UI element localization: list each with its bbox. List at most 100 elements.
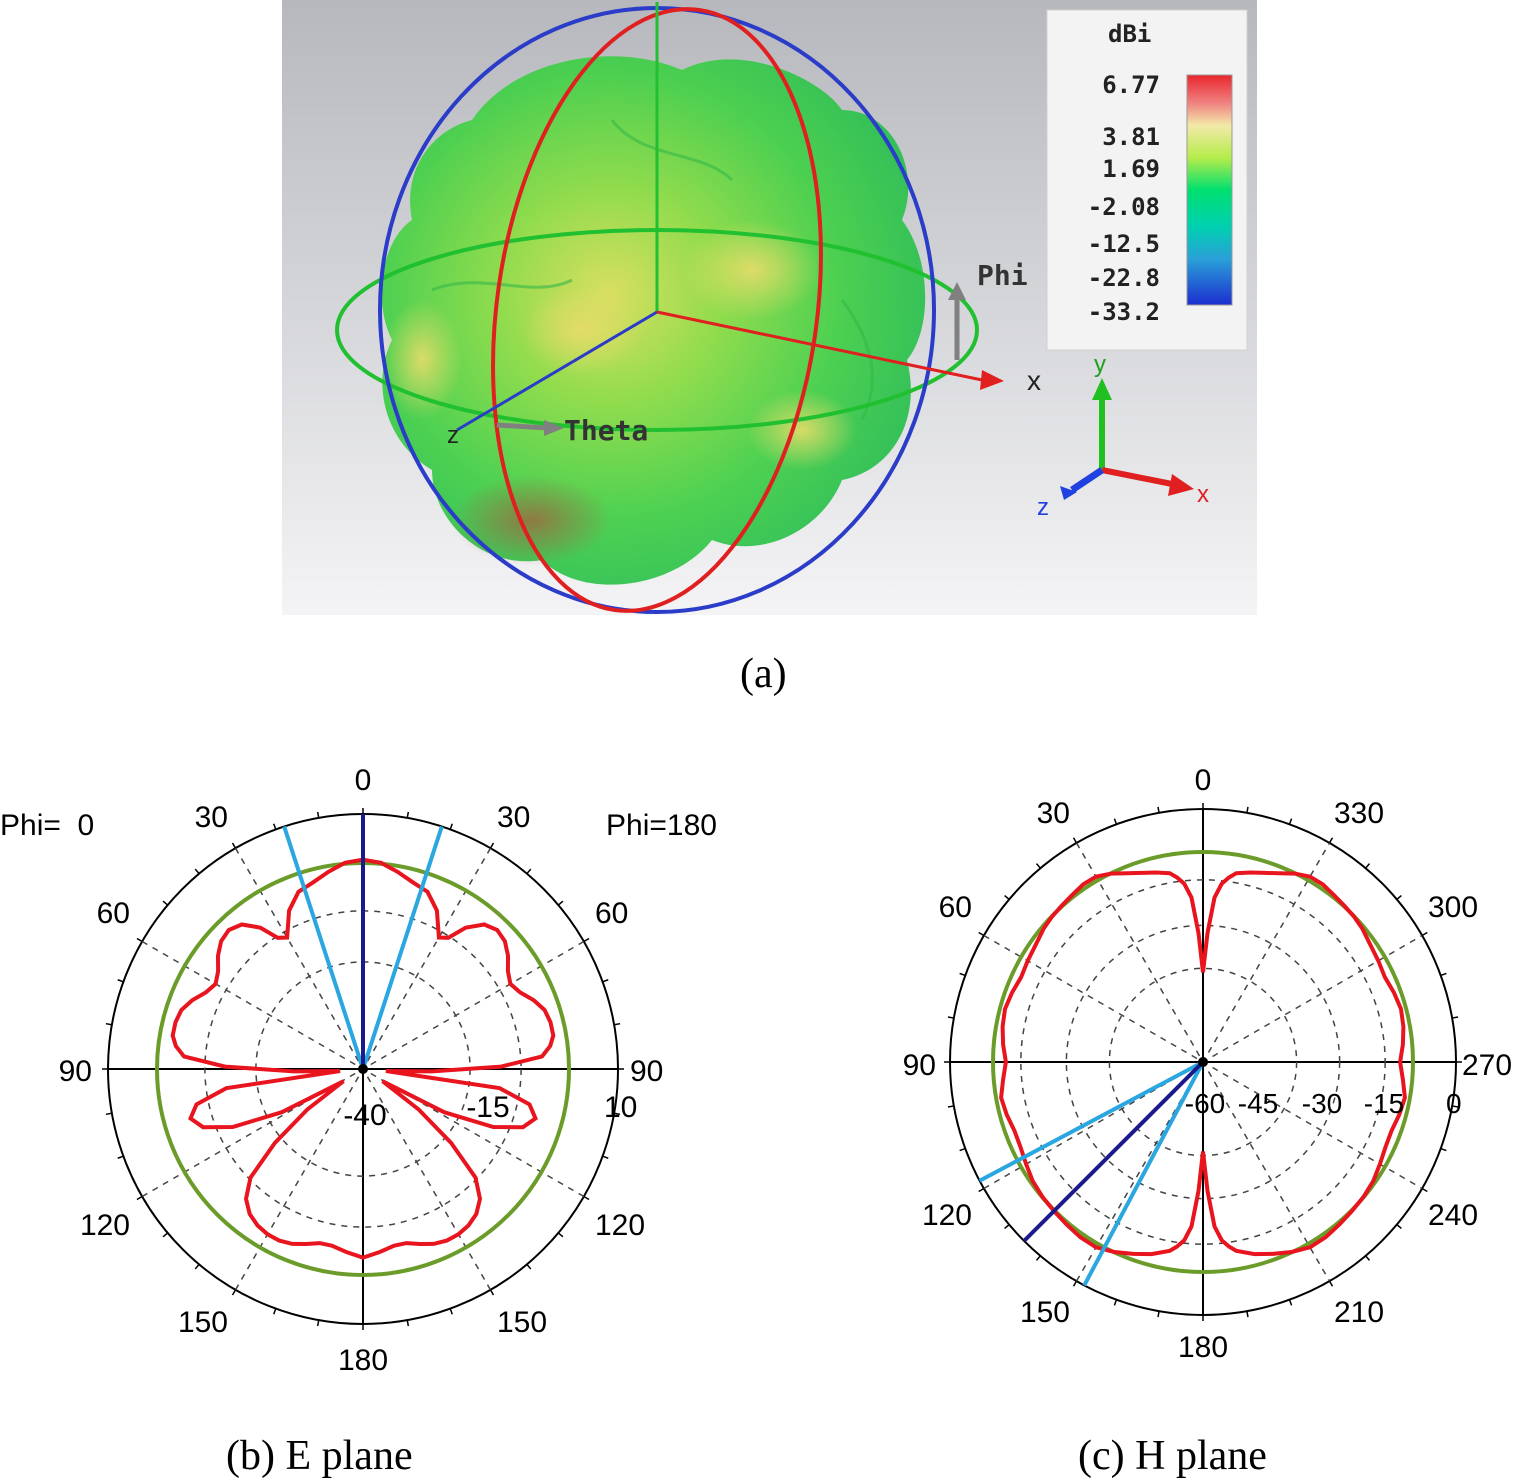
tick xyxy=(1113,1299,1118,1306)
c-radial-3: -30 xyxy=(1302,1088,1342,1119)
tick xyxy=(1421,931,1428,937)
b-label-r30: 30 xyxy=(497,801,530,834)
b-label-r150: 150 xyxy=(497,1306,547,1339)
legend-unit: dBi xyxy=(1108,20,1151,48)
b-label-l150: 150 xyxy=(178,1306,228,1339)
b-label-left: 90 xyxy=(59,1055,92,1088)
tick xyxy=(1328,1280,1334,1287)
b-label-r120: 120 xyxy=(595,1209,645,1242)
c-radial-2: -45 xyxy=(1238,1088,1278,1119)
e-plane-pattern xyxy=(170,857,556,1260)
theta-arrow-head xyxy=(544,420,564,436)
grid-ring xyxy=(1020,879,1386,1245)
tick xyxy=(583,937,590,943)
legend-value: -12.5 xyxy=(1088,230,1160,258)
panel-a-3d-pattern: x Phi Theta z dBi 6.77 3.81 1.69 -2.08 -12.5… xyxy=(282,0,1257,615)
b-label-l60: 60 xyxy=(97,897,130,930)
tick xyxy=(1365,1255,1371,1261)
grid-ring xyxy=(1065,924,1341,1200)
triad-z-label: z xyxy=(1037,494,1049,521)
c-label-r240: 240 xyxy=(1428,1199,1478,1232)
theta-arrow-line xyxy=(496,422,548,431)
legend-value: 3.81 xyxy=(1102,123,1160,151)
b-radial-2: -15 xyxy=(466,1091,509,1124)
c-label-l150: 150 xyxy=(1020,1296,1070,1329)
b-label-right: 90 xyxy=(630,1055,663,1088)
tick xyxy=(162,1232,169,1238)
panel-c-h-plane: 0 180 90 270 30 60 120 150 330 300 240 2… xyxy=(903,764,1512,1364)
panel-b-e-plane: 0 180 90 90 30 30 60 60 120 120 150 150 … xyxy=(0,764,717,1377)
tick xyxy=(105,1022,113,1026)
c-label-r210: 210 xyxy=(1334,1296,1384,1329)
h-plane-pattern xyxy=(999,870,1407,1257)
tick xyxy=(947,1016,954,1019)
caption-b: (b) E plane xyxy=(226,1433,413,1479)
legend-colorbar xyxy=(1186,74,1233,306)
c-label-l60: 60 xyxy=(939,891,972,924)
c-label-l30: 30 xyxy=(1037,797,1070,830)
z-axis-line xyxy=(456,310,658,432)
reference-circle-c xyxy=(991,850,1415,1274)
legend-value: -22.8 xyxy=(1088,264,1160,292)
tick xyxy=(1004,894,1010,900)
tick xyxy=(489,842,495,849)
tick xyxy=(316,1319,320,1327)
tick xyxy=(1288,818,1293,825)
tick xyxy=(1440,972,1447,977)
triad-x-label: x xyxy=(1197,481,1209,508)
tick xyxy=(1035,863,1041,869)
c-label-left: 90 xyxy=(903,1049,936,1082)
tick xyxy=(1072,837,1078,844)
b-radial-1: -40 xyxy=(343,1099,386,1132)
legend-value: 1.69 xyxy=(1102,155,1160,183)
tick xyxy=(1072,1280,1078,1287)
tick xyxy=(449,823,453,830)
tick xyxy=(1396,894,1402,900)
tick xyxy=(1452,1105,1459,1108)
polar-center xyxy=(1198,1057,1208,1067)
tick xyxy=(526,1263,532,1270)
tick xyxy=(1157,1311,1160,1318)
phi-arrow-head xyxy=(948,282,966,300)
tick xyxy=(162,900,169,906)
tick xyxy=(1004,1224,1010,1230)
tick xyxy=(316,811,320,819)
side-beam-line xyxy=(282,825,365,1070)
tick xyxy=(978,931,985,937)
b-label-l120: 120 xyxy=(80,1209,130,1242)
tick xyxy=(1452,1016,1459,1019)
tick xyxy=(273,823,277,830)
z-axis-label: z xyxy=(447,422,459,449)
tick xyxy=(1396,1224,1402,1230)
side-beam-line xyxy=(1082,1061,1205,1287)
c-radial-1: -60 xyxy=(1185,1088,1225,1119)
tick xyxy=(959,1147,966,1152)
b-label-bottom: 180 xyxy=(338,1344,388,1377)
side-beam-line xyxy=(361,825,444,1070)
tick xyxy=(557,1232,564,1238)
b-radial-3: 10 xyxy=(604,1091,637,1124)
c-radial-4: -15 xyxy=(1364,1088,1404,1119)
legend-value: -33.2 xyxy=(1088,298,1160,326)
tick xyxy=(1288,1299,1293,1306)
tick xyxy=(613,1022,621,1026)
tick xyxy=(117,979,124,983)
tick xyxy=(583,1195,590,1201)
tick xyxy=(613,1112,621,1116)
polar-center xyxy=(358,1064,368,1074)
tick xyxy=(978,1187,985,1193)
tick xyxy=(1440,1147,1447,1152)
tick xyxy=(947,1105,954,1108)
beam-lines-b xyxy=(282,814,444,1074)
axis-triad: y x z xyxy=(1037,351,1209,521)
main-beam-line xyxy=(1022,1060,1205,1243)
c-label-r330: 330 xyxy=(1334,797,1384,830)
c-label-r300: 300 xyxy=(1428,891,1478,924)
tick xyxy=(1421,1187,1428,1193)
b-label-top: 0 xyxy=(355,764,372,797)
tick xyxy=(1246,1311,1249,1318)
tick xyxy=(136,937,143,943)
tick xyxy=(406,811,410,819)
tick xyxy=(105,1112,113,1116)
beam-lines-c xyxy=(978,1057,1208,1287)
